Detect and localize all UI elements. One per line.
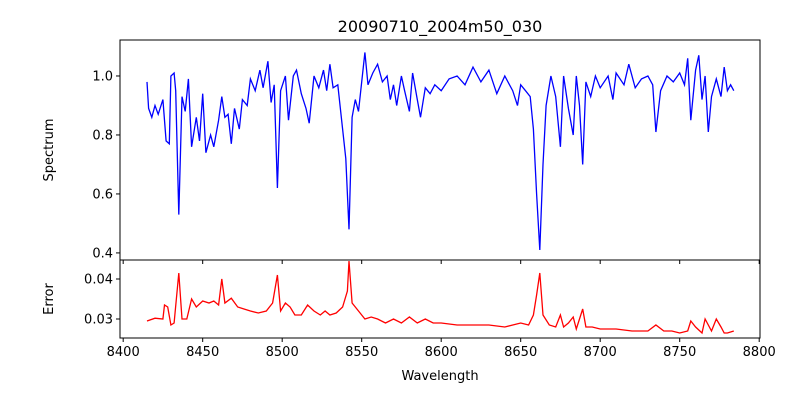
x-tick-label: 8800 bbox=[743, 345, 776, 360]
x-tick-label: 8500 bbox=[266, 345, 299, 360]
error-panel: 0.03 0.04 8400 8450 8500 8550 8600 8650 8700 8750… bbox=[84, 259, 776, 360]
chart-title: 20090710_2004m50_030 bbox=[338, 17, 543, 37]
spectrum-y-label: Spectrum bbox=[42, 119, 57, 182]
series-line-error bbox=[146, 260, 734, 335]
y-tick-label: 0.04 bbox=[84, 273, 113, 288]
spectrum-panel: 0.4 0.6 0.8 1.0 bbox=[92, 39, 761, 264]
x-tick-label: 8650 bbox=[504, 345, 537, 360]
x-tick-label: 8700 bbox=[584, 345, 617, 360]
axes-frame bbox=[119, 39, 761, 261]
error-y-label: Error bbox=[42, 283, 57, 315]
series-line-spectrum bbox=[146, 52, 735, 251]
x-tick-label: 8450 bbox=[186, 345, 219, 360]
y-tick-label: 1.0 bbox=[92, 69, 113, 84]
x-tick-label: 8550 bbox=[345, 345, 378, 360]
y-tick-label: 0.6 bbox=[92, 187, 113, 202]
y-tick-label: 0.8 bbox=[92, 128, 113, 143]
axes-frame bbox=[119, 259, 761, 339]
x-tick-label: 8600 bbox=[425, 345, 458, 360]
y-tick-label: 0.03 bbox=[84, 313, 113, 328]
x-tick-label: 8400 bbox=[107, 345, 140, 360]
y-tick-label: 0.4 bbox=[92, 246, 113, 261]
x-tick-label: 8750 bbox=[663, 345, 696, 360]
x-axis-label: Wavelength bbox=[401, 369, 478, 384]
